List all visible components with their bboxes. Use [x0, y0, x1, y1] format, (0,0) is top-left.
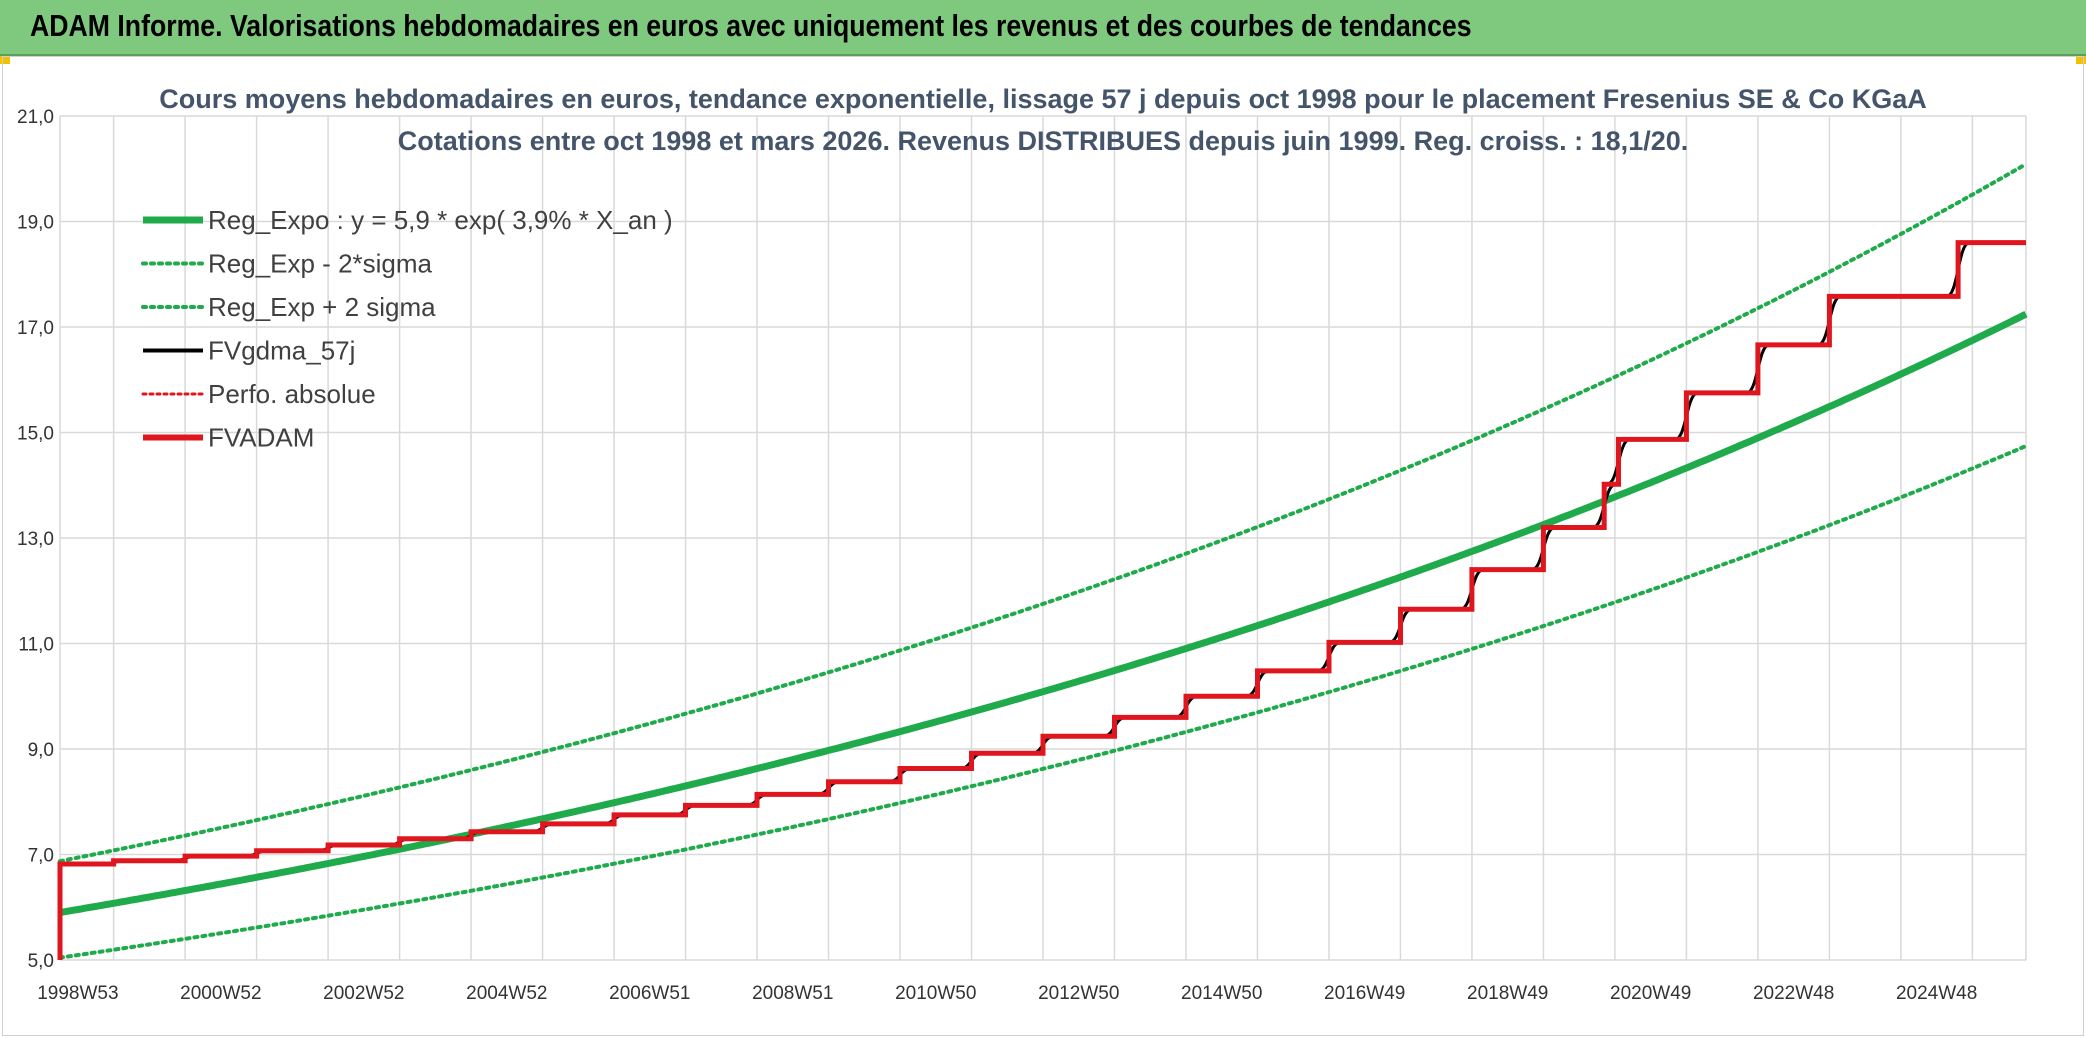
x-tick-label: 2022W48	[1753, 983, 1834, 1004]
y-axis-ticks: 5,0 7,0 9,0 11,0 13,0 15,0 17,0 19,0 21,0	[17, 107, 54, 972]
x-tick-label: 2024W48	[1896, 983, 1977, 1004]
x-axis-ticks: 1998W53 2000W52 2002W52 2004W52 2006W51 2008W…	[37, 983, 1977, 1004]
x-tick-label: 2004W52	[466, 983, 547, 1004]
y-tick-label: 5,0	[28, 951, 54, 972]
y-tick-label: 7,0	[28, 846, 54, 867]
legend-label-reg_plus: Reg_Exp + 2 sigma	[208, 292, 436, 322]
x-tick-label: 2006W51	[609, 983, 690, 1004]
legend-label-reg_expo: Reg_Expo : y = 5,9 * exp( 3,9% * X_an )	[208, 205, 673, 235]
x-tick-label: 2012W50	[1038, 983, 1119, 1004]
legend-label-reg_minus: Reg_Exp - 2*sigma	[208, 249, 433, 279]
y-tick-label: 21,0	[17, 107, 54, 128]
y-tick-label: 17,0	[17, 318, 54, 339]
y-tick-label: 19,0	[17, 213, 54, 234]
series-fvadam	[57, 240, 2026, 960]
y-tick-label: 15,0	[17, 424, 54, 445]
series-reg-exp-minus-2-sigma	[58, 444, 2028, 960]
y-tick-label: 9,0	[28, 740, 54, 761]
y-tick-label: 11,0	[18, 635, 54, 656]
x-tick-label: 2002W52	[323, 983, 404, 1004]
x-tick-label: 2014W50	[1181, 983, 1262, 1004]
corner-marker-top-left	[0, 56, 10, 64]
chart-frame	[2, 56, 2084, 1036]
x-tick-label: 2020W49	[1610, 983, 1691, 1004]
x-tick-label: 2018W49	[1467, 983, 1548, 1004]
report-title: ADAM Informe. Valorisations hebdomadaire…	[30, 8, 1472, 43]
series-reg-exp-plus-2-sigma	[58, 162, 2028, 864]
y-tick-label: 13,0	[17, 529, 54, 550]
legend-label-perfo: Perfo. absolue	[208, 379, 376, 409]
series-reg-expo	[59, 310, 2028, 916]
legend-label-fvgdma: FVgdma_57j	[208, 336, 355, 366]
corner-marker-top-right	[2076, 56, 2086, 64]
legend-label-fvadam: FVADAM	[208, 423, 314, 453]
x-tick-label: 2000W52	[180, 983, 261, 1004]
x-tick-label: 2008W51	[752, 983, 833, 1004]
x-tick-label: 2010W50	[895, 983, 976, 1004]
x-tick-label: 1998W53	[37, 983, 118, 1004]
chart-title-line1: Cours moyens hebdomadaires en euros, ten…	[159, 84, 1927, 114]
chart-legend: Reg_Expo : y = 5,9 * exp( 3,9% * X_an ) R…	[141, 205, 673, 453]
x-tick-label: 2016W49	[1324, 983, 1405, 1004]
report-header-bar: ADAM Informe. Valorisations hebdomadaire…	[0, 0, 2086, 56]
chart-title-line2: Cotations entre oct 1998 et mars 2026. R…	[398, 126, 1689, 156]
grid-lines	[59, 115, 2027, 961]
series-group	[57, 162, 2028, 960]
